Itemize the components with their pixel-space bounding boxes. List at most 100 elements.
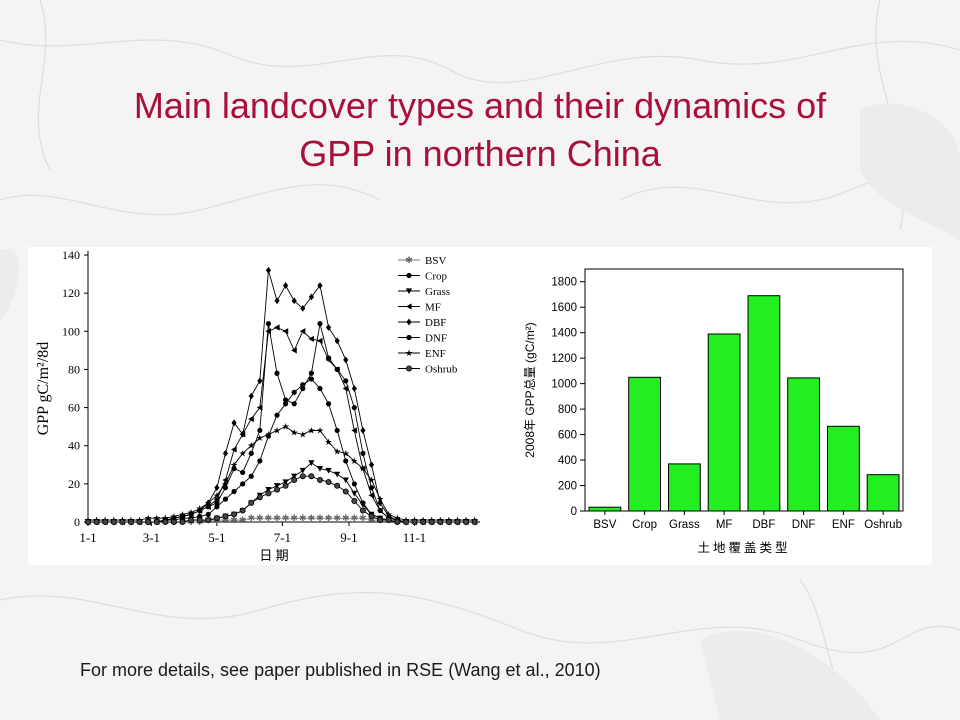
data-point-enf: ★ bbox=[350, 456, 358, 466]
data-point-enf: ★ bbox=[342, 448, 350, 458]
data-point-grass bbox=[273, 483, 281, 489]
x-tick-label: 11-1 bbox=[403, 530, 426, 545]
data-point-dnf bbox=[240, 469, 246, 476]
y-tick-label: 80 bbox=[68, 362, 80, 376]
data-point-dbf bbox=[343, 356, 349, 364]
legend-label-oshrub: Oshrub bbox=[425, 364, 458, 376]
data-point-dbf bbox=[231, 419, 237, 427]
data-point-enf: ★ bbox=[316, 425, 324, 435]
data-point-oshrub bbox=[248, 499, 255, 506]
y-tick-label: 600 bbox=[558, 430, 577, 442]
data-point-dnf bbox=[214, 500, 220, 506]
series-enf: ★★★★★★★★★★★★★★★★★★★★★★★★★★★★★★★★★★★★★★★★… bbox=[84, 422, 479, 525]
y-tick-label: 800 bbox=[558, 404, 577, 416]
data-point-enf: ★ bbox=[213, 490, 221, 500]
data-point-enf: ★ bbox=[170, 511, 178, 521]
data-point-bsv: ✱ bbox=[265, 513, 273, 523]
y-tick-label: 1200 bbox=[551, 353, 577, 365]
data-point-crop bbox=[343, 458, 349, 464]
data-point-enf: ★ bbox=[256, 433, 264, 443]
data-point-oshrub bbox=[351, 498, 358, 505]
data-point-crop bbox=[222, 496, 229, 502]
data-point-oshrub bbox=[420, 518, 427, 525]
data-point-crop bbox=[214, 504, 220, 510]
data-point-bsv: ✱ bbox=[325, 513, 333, 523]
data-point-mf bbox=[273, 324, 280, 331]
data-point-grass bbox=[325, 467, 332, 474]
data-point-bsv: ✱ bbox=[273, 513, 281, 523]
data-point-enf: ★ bbox=[196, 504, 204, 514]
data-point-oshrub bbox=[334, 482, 341, 489]
legend-marker-enf: ★ bbox=[405, 348, 413, 358]
data-point-grass bbox=[334, 471, 341, 478]
slide-title-line-2: GPP in northern China bbox=[299, 133, 661, 174]
x-tick-label: DNF bbox=[792, 519, 816, 531]
data-point-oshrub bbox=[256, 494, 263, 501]
data-point-crop bbox=[231, 488, 237, 495]
legend: ✱ BSV Crop Grass MF DBF DNF ★ ENF Oshrub bbox=[398, 255, 458, 376]
data-point-oshrub bbox=[102, 518, 109, 525]
bar-dbf bbox=[747, 295, 781, 512]
legend-label-dnf: DNF bbox=[425, 333, 447, 345]
data-point-dnf bbox=[205, 504, 211, 510]
data-point-mf bbox=[351, 427, 357, 434]
data-point-bsv: ✱ bbox=[247, 513, 255, 523]
data-point-enf: ★ bbox=[367, 475, 375, 485]
data-point-oshrub bbox=[136, 518, 143, 525]
data-point-bsv: ✱ bbox=[333, 513, 341, 523]
data-point-dnf bbox=[265, 321, 272, 327]
data-point-dbf bbox=[308, 293, 314, 301]
data-point-oshrub bbox=[239, 507, 246, 514]
data-point-oshrub bbox=[299, 473, 306, 480]
data-point-grass bbox=[351, 490, 358, 497]
data-point-oshrub bbox=[454, 518, 461, 525]
bar-grass bbox=[668, 463, 701, 512]
data-point-bsv: ✱ bbox=[359, 513, 367, 523]
data-point-oshrub bbox=[188, 517, 195, 524]
y-tick-label: 100 bbox=[62, 324, 80, 338]
data-point-enf: ★ bbox=[204, 498, 212, 508]
data-point-dnf bbox=[308, 370, 314, 376]
data-point-enf: ★ bbox=[161, 513, 169, 523]
figure-panel: 0 20 40 60 80 100 120 140 1-1 3-1 5-1 7-1 9-1 11-1 日 期… bbox=[28, 247, 932, 565]
y-tick-label: 1600 bbox=[551, 302, 577, 314]
data-point-bsv: ✱ bbox=[239, 515, 247, 525]
data-point-crop bbox=[317, 385, 323, 392]
data-point-enf: ★ bbox=[153, 513, 161, 523]
data-point-dbf bbox=[300, 305, 306, 312]
y-tick-label: 0 bbox=[571, 506, 577, 518]
y-axis-label: 2008年 GPP总量 (gC/m²) bbox=[523, 322, 537, 457]
legend-marker-crop bbox=[406, 272, 412, 279]
data-point-oshrub bbox=[282, 482, 289, 489]
legend-label-bsv: BSV bbox=[425, 255, 446, 267]
data-point-dbf bbox=[265, 266, 272, 274]
data-point-oshrub bbox=[377, 517, 384, 524]
data-point-dnf bbox=[317, 321, 323, 327]
data-point-crop bbox=[257, 458, 263, 464]
legend-marker-bsv: ✱ bbox=[405, 255, 413, 265]
data-point-oshrub bbox=[463, 518, 470, 525]
data-point-enf: ★ bbox=[385, 509, 393, 519]
data-point-dnf bbox=[360, 450, 366, 456]
x-axis-label: 土地覆盖类型 bbox=[697, 541, 790, 555]
plot-frame bbox=[584, 268, 904, 512]
data-point-oshrub bbox=[308, 473, 315, 480]
data-point-enf: ★ bbox=[325, 437, 333, 447]
data-point-oshrub bbox=[153, 518, 160, 525]
data-point-dnf bbox=[283, 397, 289, 403]
bar-oshrub bbox=[866, 474, 900, 512]
data-point-oshrub bbox=[411, 518, 418, 525]
data-point-crop bbox=[248, 473, 254, 479]
data-point-bsv: ✱ bbox=[222, 515, 230, 525]
data-point-bsv: ✱ bbox=[316, 513, 324, 523]
data-point-crop bbox=[283, 401, 289, 407]
data-point-dbf bbox=[368, 461, 375, 469]
legend-marker-oshrub bbox=[405, 365, 412, 372]
x-tick-label: 5-1 bbox=[208, 530, 225, 545]
data-point-enf: ★ bbox=[290, 427, 298, 437]
legend-marker-dbf bbox=[406, 318, 412, 326]
x-tick-label: Crop bbox=[632, 519, 657, 531]
data-point-enf: ★ bbox=[333, 446, 341, 456]
x-tick-label: Grass bbox=[669, 519, 700, 531]
data-point-oshrub bbox=[394, 518, 401, 525]
